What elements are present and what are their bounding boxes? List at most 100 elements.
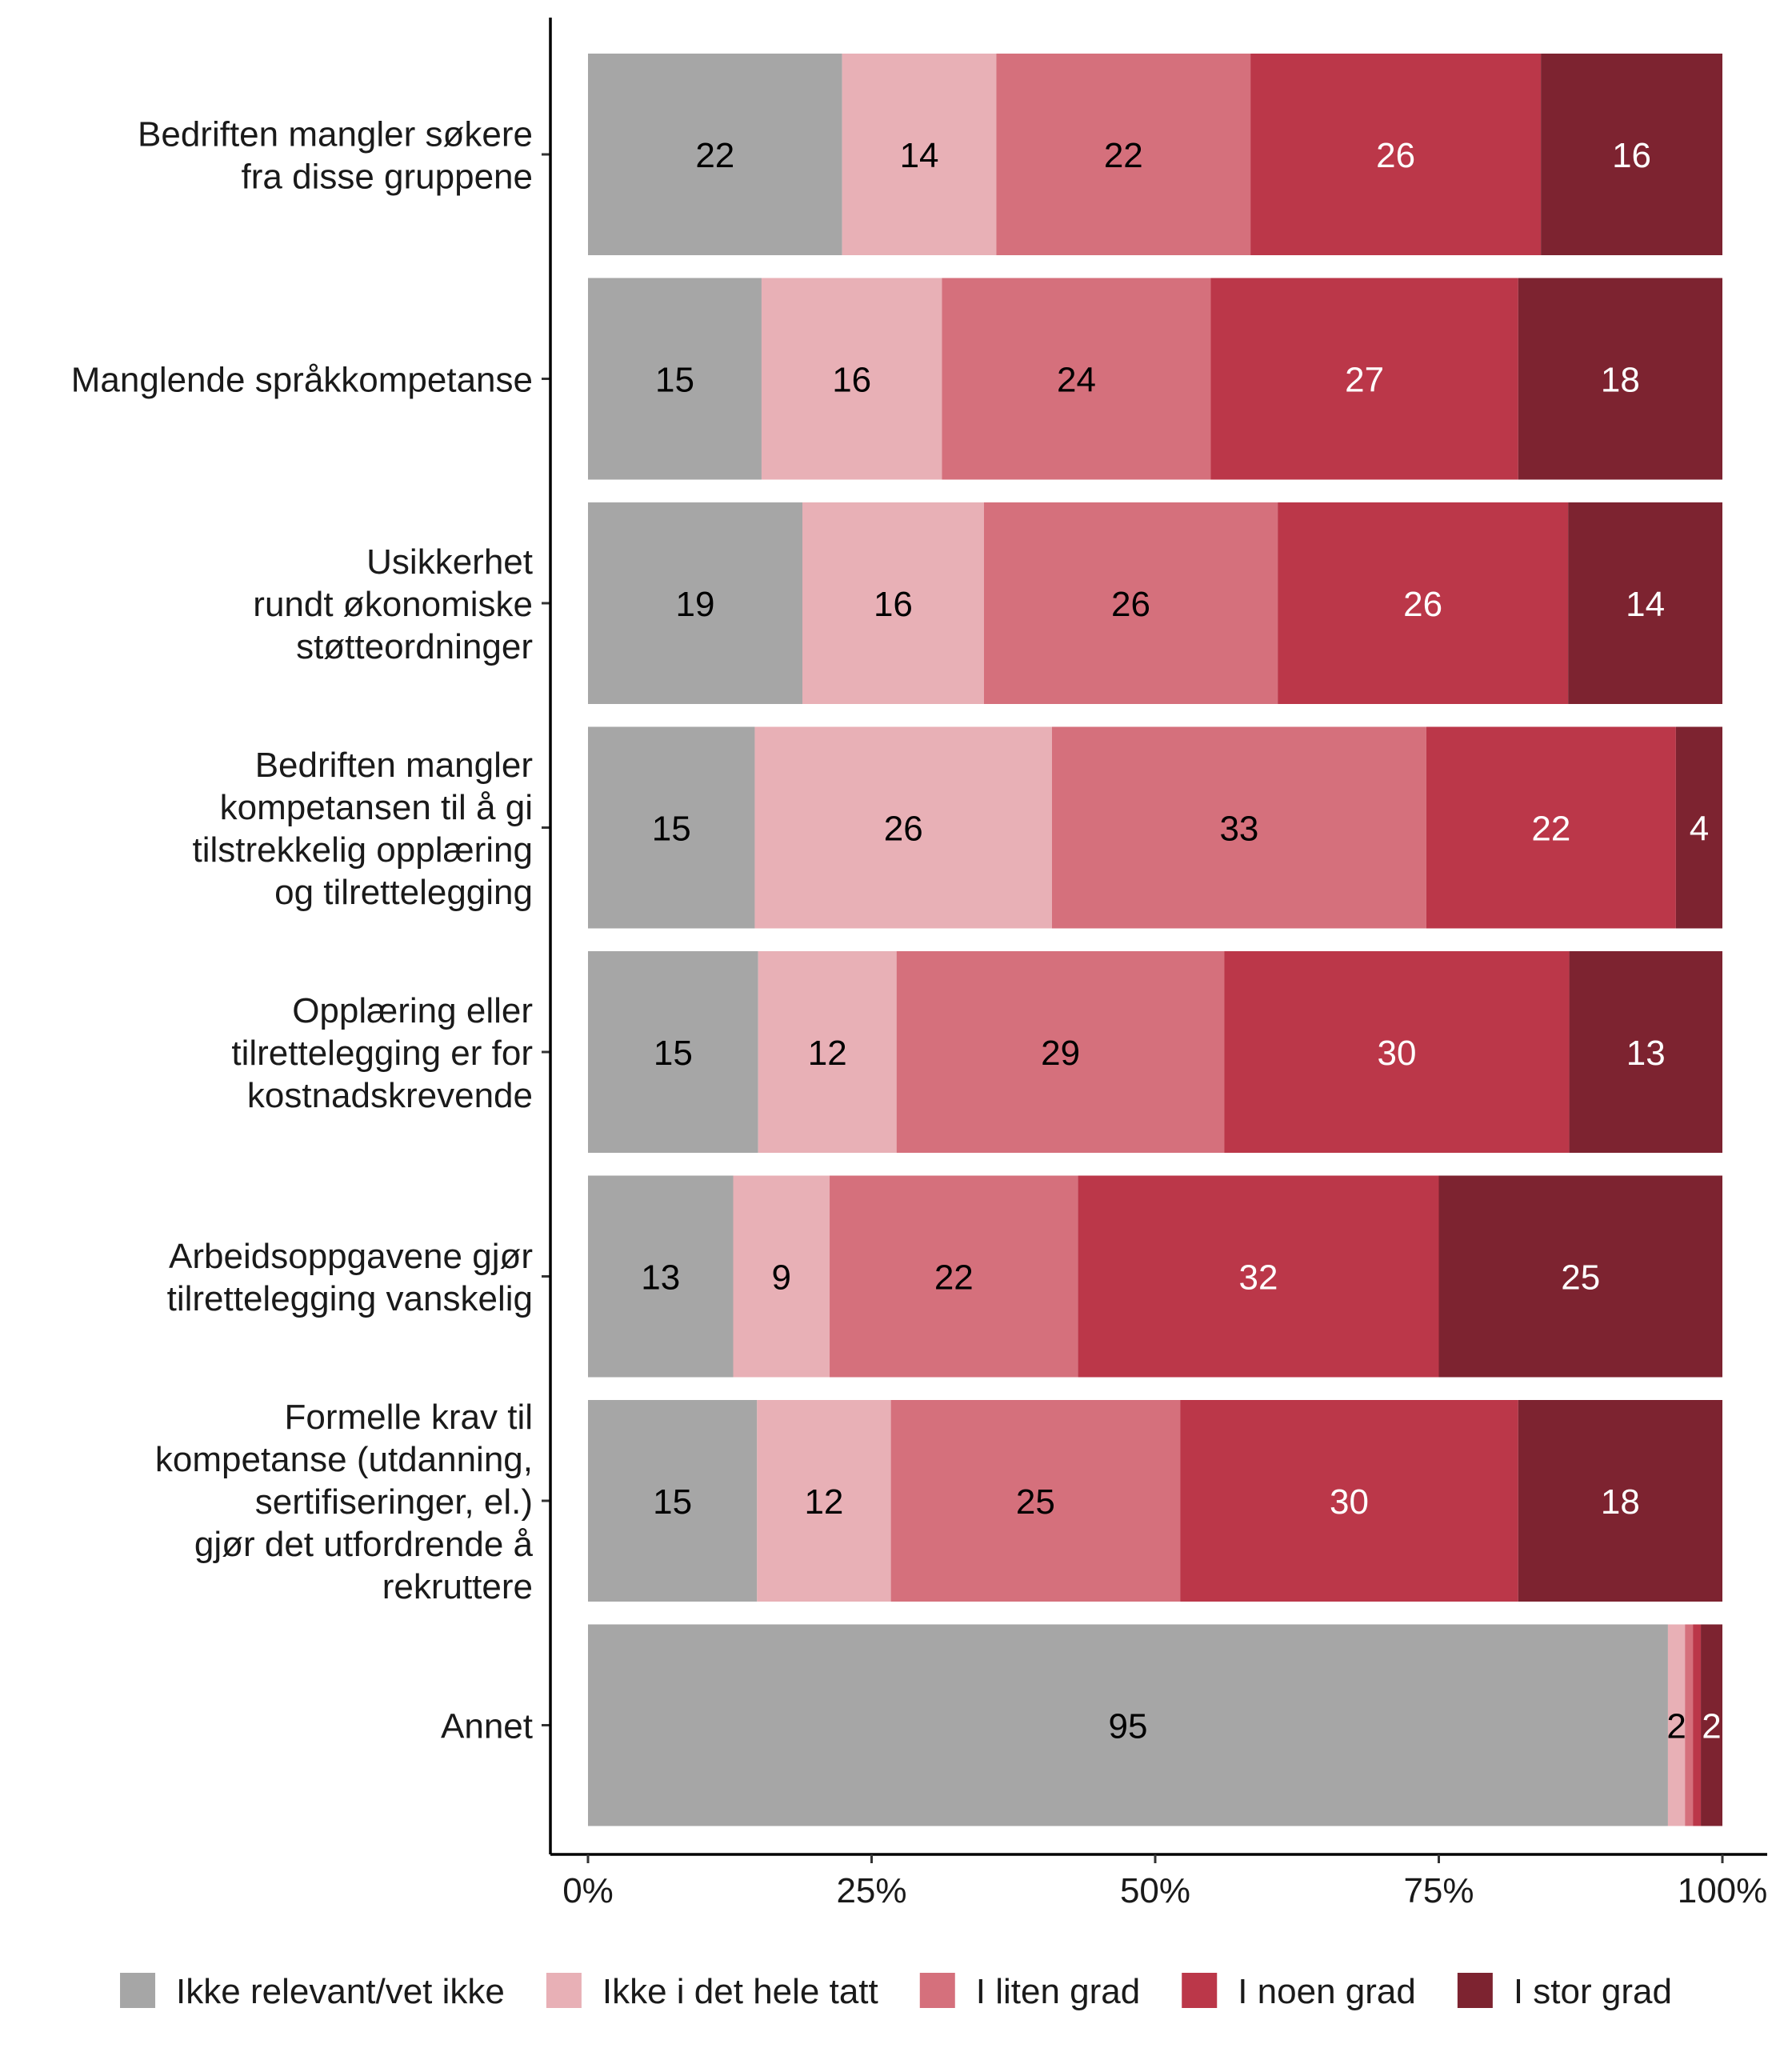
bar-segment (588, 951, 758, 1153)
x-tick-label: 50% (1120, 1871, 1190, 1910)
data-label: 2 (1702, 1706, 1721, 1746)
bar-segment (1701, 1624, 1722, 1826)
data-label: 2 (1666, 1706, 1686, 1746)
data-label: 15 (653, 1482, 692, 1522)
bar-segment (1667, 1624, 1686, 1826)
data-label: 26 (884, 809, 923, 848)
bar-segment (1078, 1175, 1439, 1378)
bar-segment (896, 951, 1225, 1153)
bar-segment (1210, 278, 1518, 480)
data-label: 32 (1239, 1258, 1278, 1297)
bar-segment (1518, 1400, 1722, 1602)
legend: Ikke relevant/vet ikke Ikke i det hele ta… (120, 1972, 1672, 2011)
bar-segment (1693, 1624, 1702, 1826)
data-label: 16 (1612, 136, 1651, 175)
bar-segment (1675, 726, 1722, 929)
data-label: 29 (1041, 1034, 1080, 1073)
data-label: 95 (1108, 1706, 1147, 1746)
data-label: 15 (654, 1034, 693, 1073)
bar-segment (802, 502, 984, 704)
data-label: 30 (1378, 1034, 1417, 1073)
legend-key (120, 1973, 156, 2008)
data-label: 33 (1219, 809, 1258, 848)
category-label: Opplæring eller tilrettelegging er for kos… (231, 991, 533, 1115)
data-label: 25 (1016, 1482, 1055, 1522)
data-label: 24 (1057, 360, 1096, 399)
bar-segment (588, 1624, 1668, 1826)
data-label: 12 (808, 1034, 847, 1073)
data-label: 30 (1330, 1482, 1369, 1522)
data-label: 13 (1626, 1034, 1666, 1073)
bars-layer (588, 54, 1722, 1826)
data-label: 26 (1403, 585, 1442, 624)
data-label: 26 (1376, 136, 1415, 175)
category-label: Bedriften mangler kompetansen til å gi til… (192, 746, 533, 912)
bar-segment (588, 502, 803, 704)
data-label: 12 (804, 1482, 843, 1522)
legend-key (919, 1973, 955, 2008)
data-label: 13 (641, 1258, 680, 1297)
data-label: 27 (1345, 360, 1384, 399)
bar-segment (1438, 1175, 1722, 1378)
bar-segment (758, 951, 897, 1153)
bar-segment (983, 502, 1278, 704)
legend-label: I noen grad (1238, 1972, 1416, 2011)
bar-segment (733, 1175, 830, 1378)
data-label: 16 (832, 360, 871, 399)
bar-segment (1278, 502, 1569, 704)
bar-segment (1541, 54, 1722, 255)
bar-segment (996, 54, 1251, 255)
bar-segment (588, 1400, 758, 1602)
axes-layer: Bedriften mangler søkere fra disse gruppe… (71, 18, 1768, 1910)
legend-label: Ikke i det hele tatt (602, 1972, 878, 2011)
bar-segment (942, 278, 1211, 480)
data-label: 19 (676, 585, 715, 624)
bar-segment (1518, 278, 1722, 480)
bar-segment (754, 726, 1052, 929)
legend-label: I stor grad (1514, 1972, 1672, 2011)
category-label: Arbeidsoppgavene gjør tilrettelegging van… (167, 1237, 533, 1318)
data-label: 22 (934, 1258, 974, 1297)
category-label: Manglende språkkompetanse (71, 360, 533, 399)
data-label: 14 (1626, 585, 1665, 624)
bar-segment (1568, 502, 1722, 704)
bar-segment (1180, 1400, 1518, 1602)
bar-segment (1569, 951, 1722, 1153)
legend-key (546, 1973, 582, 2008)
data-label: 15 (655, 360, 694, 399)
x-tick-label: 0% (562, 1871, 614, 1910)
data-label: 22 (1531, 809, 1570, 848)
category-label: Annet (441, 1706, 533, 1746)
legend-label: I liten grad (976, 1972, 1140, 2011)
legend-key (1182, 1973, 1218, 2008)
bar-segment (1685, 1624, 1694, 1826)
data-label: 16 (874, 585, 913, 624)
data-label: 9 (772, 1258, 791, 1297)
category-label: Usikkerhet rundt økonomiske støtteordninge… (253, 542, 533, 666)
bar-segment (1250, 54, 1542, 255)
data-label: 4 (1690, 809, 1709, 848)
data-label: 18 (1601, 360, 1640, 399)
bar-segment (588, 54, 842, 255)
data-label: 22 (1104, 136, 1143, 175)
category-label: Formelle krav til kompetanse (utdanning, s… (155, 1398, 534, 1606)
bar-segment (588, 726, 755, 929)
bar-segment (588, 278, 762, 480)
x-tick-label: 25% (836, 1871, 906, 1910)
bar-segment (588, 1175, 734, 1378)
x-tick-label: 75% (1403, 1871, 1474, 1910)
data-label: 26 (1111, 585, 1150, 624)
category-label: Bedriften mangler søkere fra disse gruppe… (138, 114, 533, 196)
data-label: 14 (900, 136, 939, 175)
data-label: 22 (695, 136, 734, 175)
x-tick-label: 100% (1678, 1871, 1768, 1910)
bar-segment (890, 1400, 1181, 1602)
bar-segment (757, 1400, 891, 1602)
data-label: 18 (1601, 1482, 1640, 1522)
legend-key (1457, 1973, 1493, 2008)
data-label: 15 (652, 809, 691, 848)
bar-segment (842, 54, 997, 255)
